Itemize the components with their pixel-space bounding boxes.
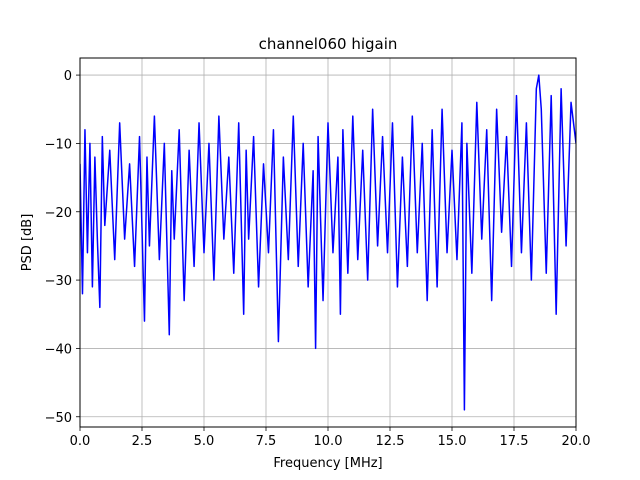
psd-series-line	[80, 74, 576, 411]
y-tick-label: −20	[45, 206, 72, 221]
x-tick-label: 20.0	[562, 434, 591, 449]
y-tick-label: −10	[45, 137, 72, 152]
x-tick-label: 5.0	[194, 434, 215, 449]
x-tick-label: 7.5	[256, 434, 277, 449]
y-axis-title: PSD [dB]	[20, 214, 35, 272]
y-tick-label: −50	[45, 411, 72, 426]
y-tick-label: −30	[45, 274, 72, 289]
x-axis-title: Frequency [MHz]	[273, 456, 382, 471]
chart-title: channel060 higain	[259, 35, 398, 53]
x-tick-label: 15.0	[438, 434, 467, 449]
axis-ticks: 0.0 2.5 5.0 7.5 10.0 12.5 15.0 17.5 20.0 0 −10 −20 −…	[45, 69, 591, 449]
y-tick-label: 0	[64, 69, 72, 84]
x-tick-label: 2.5	[132, 434, 153, 449]
x-tick-label: 17.5	[500, 434, 529, 449]
x-tick-label: 10.0	[314, 434, 343, 449]
series-layer	[80, 74, 576, 411]
y-tick-label: −40	[45, 342, 72, 357]
x-tick-label: 12.5	[376, 434, 405, 449]
x-tick-label: 0.0	[70, 434, 91, 449]
